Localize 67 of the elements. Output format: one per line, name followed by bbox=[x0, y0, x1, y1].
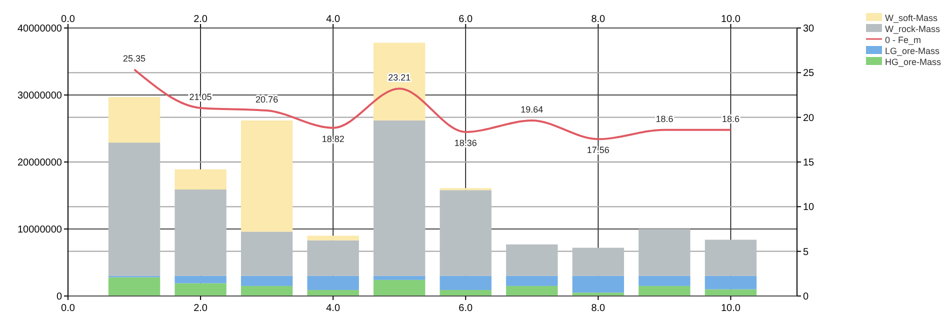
y2-tick-label: 25 bbox=[803, 68, 815, 80]
bar bbox=[572, 276, 624, 293]
data-label: 19.64 bbox=[520, 104, 544, 115]
y2-tick-label: 15 bbox=[803, 158, 815, 168]
bar bbox=[638, 229, 690, 276]
bar bbox=[638, 276, 690, 286]
y2-tick-label: 5 bbox=[803, 246, 809, 258]
bar bbox=[108, 277, 160, 296]
x2-tick-label: 10.0 bbox=[720, 303, 741, 314]
bar bbox=[240, 286, 293, 296]
bar bbox=[108, 97, 160, 143]
x-tick-label: 2.0 bbox=[194, 14, 208, 25]
bar bbox=[374, 276, 426, 280]
bar bbox=[374, 280, 426, 296]
legend-label: HG_ore-Mass bbox=[885, 57, 942, 67]
bar bbox=[307, 276, 359, 290]
y-tick-label: 20000000 bbox=[18, 158, 62, 168]
bar bbox=[240, 120, 293, 232]
y2-tick-label: 20 bbox=[803, 112, 815, 124]
x-tick-label: 4.0 bbox=[326, 14, 340, 25]
y-tick-label: 0 bbox=[56, 292, 62, 302]
data-label: 25.35 bbox=[123, 54, 146, 64]
bar bbox=[307, 236, 359, 240]
legend-label: W_rock-Mass bbox=[885, 24, 940, 34]
x2-tick-label: 4.0 bbox=[326, 303, 340, 314]
bar bbox=[240, 276, 293, 286]
x2-tick-label: 6.0 bbox=[458, 303, 474, 314]
x-tick-label: 10.0 bbox=[720, 14, 741, 25]
bar bbox=[307, 240, 359, 276]
x2-tick-label: 0.0 bbox=[61, 303, 76, 314]
x-tick-label: 6.0 bbox=[458, 14, 474, 25]
bar bbox=[374, 120, 426, 276]
bar bbox=[174, 189, 226, 276]
bar bbox=[506, 276, 558, 286]
bar bbox=[108, 142, 160, 276]
legend-label: 0 - Fe_m bbox=[885, 35, 922, 45]
y-tick-label: 30000000 bbox=[18, 90, 62, 102]
legend-label: W_soft-Mass bbox=[885, 13, 938, 23]
bar bbox=[240, 232, 293, 276]
bar bbox=[174, 169, 226, 190]
bar bbox=[374, 42, 426, 120]
data-label: 23.21 bbox=[388, 72, 411, 83]
x-tick-label: 0.0 bbox=[61, 14, 76, 25]
bar bbox=[638, 286, 690, 296]
bar bbox=[506, 244, 558, 276]
legend-label: LG_ore-Mass bbox=[885, 46, 940, 56]
bar bbox=[174, 276, 226, 284]
y-tick-label: 40000000 bbox=[18, 24, 62, 34]
y-tick-label: 10000000 bbox=[18, 224, 62, 236]
y2-tick-label: 10 bbox=[803, 202, 815, 214]
bar bbox=[440, 276, 492, 290]
x-tick-label: 8.0 bbox=[591, 14, 606, 25]
bar bbox=[572, 248, 624, 276]
data-label: 18.6 bbox=[656, 114, 674, 124]
bar bbox=[704, 240, 757, 276]
bar bbox=[506, 286, 558, 296]
bar bbox=[704, 276, 757, 290]
bar bbox=[440, 290, 492, 296]
bar bbox=[440, 190, 492, 276]
bar bbox=[307, 290, 359, 296]
y2-tick-label: 0 bbox=[803, 292, 809, 302]
x2-tick-label: 8.0 bbox=[591, 303, 606, 314]
data-label: 18.6 bbox=[722, 114, 740, 124]
y2-tick-label: 30 bbox=[803, 24, 815, 34]
x2-tick-label: 2.0 bbox=[194, 303, 208, 314]
bar bbox=[174, 283, 226, 296]
data-label: 20.76 bbox=[256, 94, 278, 105]
